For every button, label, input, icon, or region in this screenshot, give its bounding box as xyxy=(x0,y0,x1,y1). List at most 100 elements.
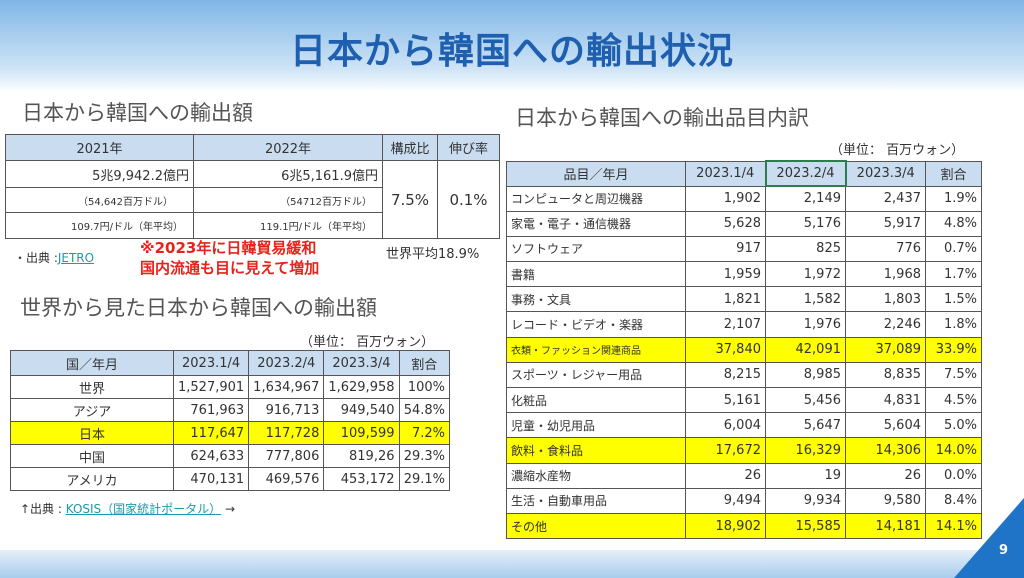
cell: 0.7% xyxy=(925,235,982,263)
cell: 6兆5,161.9億円 xyxy=(193,160,383,188)
cell: その他 xyxy=(506,512,686,540)
cell: 濃縮水産物 xyxy=(506,462,686,489)
source-jetro: ・出典 :JETRO xyxy=(14,249,94,266)
export-amount-table: 2021年 2022年 構成比 伸び率 5兆9,942.2億円 6兆5,161.… xyxy=(5,134,500,239)
cell: 29.1% xyxy=(398,467,451,491)
cell: 33.9% xyxy=(925,336,982,363)
cell: 5.0% xyxy=(925,412,982,439)
cell: 児童・幼児用品 xyxy=(506,412,686,439)
cell: 949,540 xyxy=(323,398,400,422)
cell: 109.7円/ドル（年平均） xyxy=(5,212,194,239)
cell: 825 xyxy=(765,235,846,263)
cell: スポーツ・レジャー用品 xyxy=(506,361,686,389)
table-row: 書籍 1,959 1,972 1,968 1.7% xyxy=(506,261,982,288)
unit-label: （単位： 百万ウォン） xyxy=(300,335,435,350)
header-cell: 2021年 xyxy=(5,134,194,161)
cell: 54.8% xyxy=(398,398,451,422)
header-cell: 2023.2/4 xyxy=(248,350,325,376)
kosis-link[interactable]: KOSIS（国家統計ポータル） xyxy=(65,502,222,516)
table-row: 濃縮水産物 26 19 26 0.0% xyxy=(506,462,982,489)
cell: 819,26 xyxy=(323,444,400,468)
table-row: 衣類・ファッション関連商品 37,840 42,091 37,089 33.9% xyxy=(506,336,982,363)
table-row: レコード・ビデオ・楽器 2,107 1,976 2,246 1.8% xyxy=(506,311,982,338)
cell: 2,107 xyxy=(685,311,766,338)
cell: 5,456 xyxy=(765,386,846,414)
cell: 衣類・ファッション関連商品 xyxy=(506,336,686,363)
cell: 117,647 xyxy=(172,421,250,445)
items-heading: 日本から韓国への輸出品目内訳 xyxy=(515,106,809,130)
header-cell: 割合 xyxy=(398,350,451,376)
cell: 2,149 xyxy=(765,185,846,212)
cell: 1,582 xyxy=(765,286,846,313)
cell: 18,902 xyxy=(685,512,766,540)
cell: 1,959 xyxy=(685,261,766,288)
page-corner xyxy=(954,498,1024,578)
cell: 1,976 xyxy=(765,311,846,338)
cell: 15,585 xyxy=(765,512,846,540)
header-cell: 国／年月 xyxy=(10,350,174,376)
header-cell: 2023.1/4 xyxy=(172,350,250,376)
cell: 4,831 xyxy=(845,386,926,414)
cell: 飲料・食料品 xyxy=(506,437,686,464)
cell: 1,902 xyxy=(685,185,766,212)
cell: 5,917 xyxy=(845,210,926,237)
cell: 117,728 xyxy=(248,421,325,445)
table-row: 中国 624,633 777,806 819,26 29.3% xyxy=(10,444,451,468)
growth-value: 0.1% xyxy=(437,160,500,239)
cell: アメリカ xyxy=(10,467,174,491)
cell: （54,642百万ドル） xyxy=(5,187,194,213)
cell: 4.8% xyxy=(925,210,982,237)
note-line: ※2023年に日韓貿易緩和 xyxy=(140,239,317,257)
cell: 29.3% xyxy=(398,444,451,468)
table-row: 化粧品 5,161 5,456 4,831 4.5% xyxy=(506,386,982,414)
note-line: 国内流通も目に見えて増加 xyxy=(140,259,320,277)
cell: 1.9% xyxy=(925,185,982,212)
source-label: ・出典 : xyxy=(14,251,58,265)
cell: 9,494 xyxy=(685,487,766,514)
cell: 世界 xyxy=(10,375,174,399)
jetro-link[interactable]: JETRO xyxy=(57,251,95,265)
cell: 26 xyxy=(845,462,926,489)
cell: 化粧品 xyxy=(506,386,686,414)
cell: 2,437 xyxy=(845,185,926,212)
cell: ソフトウェア xyxy=(506,235,686,263)
cell: 37,089 xyxy=(845,336,926,363)
cell: 9,580 xyxy=(845,487,926,514)
table-row: スポーツ・レジャー用品 8,215 8,985 8,835 7.5% xyxy=(506,361,982,389)
cell: 1,972 xyxy=(765,261,846,288)
table-row: 日本 117,647 117,728 109,599 7.2% xyxy=(10,421,451,445)
cell: 5,647 xyxy=(765,412,846,439)
cell: レコード・ビデオ・楽器 xyxy=(506,311,686,338)
cell: 1,634,967 xyxy=(248,375,325,399)
cell: 1,968 xyxy=(845,261,926,288)
cell: 1.5% xyxy=(925,286,982,313)
cell: 5,604 xyxy=(845,412,926,439)
cell: 5,161 xyxy=(685,386,766,414)
cell: 19 xyxy=(765,462,846,489)
cell: 8,835 xyxy=(845,361,926,389)
header-cell: 構成比 xyxy=(382,134,438,161)
cell: 8,215 xyxy=(685,361,766,389)
cell: 7.5% xyxy=(925,361,982,389)
cell: 761,963 xyxy=(172,398,250,422)
cell: 中国 xyxy=(10,444,174,468)
cell: 9,934 xyxy=(765,487,846,514)
cell: 書籍 xyxy=(506,261,686,288)
table-row: 事務・文具 1,821 1,582 1,803 1.5% xyxy=(506,286,982,313)
cell: 8,985 xyxy=(765,361,846,389)
cell: 917 xyxy=(685,235,766,263)
world-view-table: 国／年月 2023.1/4 2023.2/4 2023.3/4 割合 世界 1,527,90… xyxy=(10,350,451,491)
cell: 5,176 xyxy=(765,210,846,237)
export-amount-heading: 日本から韓国への輸出額 xyxy=(22,101,253,125)
table-row: アジア 761,963 916,713 949,540 54.8% xyxy=(10,398,451,422)
table-row: 家電・電子・通信機器 5,628 5,176 5,917 4.8% xyxy=(506,210,982,237)
cell: コンピュータと周辺機器 xyxy=(506,185,686,212)
header-cell: 伸び率 xyxy=(437,134,500,161)
slide-title: 日本から韓国への輸出状況 xyxy=(289,31,734,72)
cell: 26 xyxy=(685,462,766,489)
cell: 7.2% xyxy=(398,421,451,445)
composition-value: 7.5% xyxy=(382,160,438,239)
cell: 776 xyxy=(845,235,926,263)
table-row: ソフトウェア 917 825 776 0.7% xyxy=(506,235,982,263)
cell: 17,672 xyxy=(685,437,766,464)
